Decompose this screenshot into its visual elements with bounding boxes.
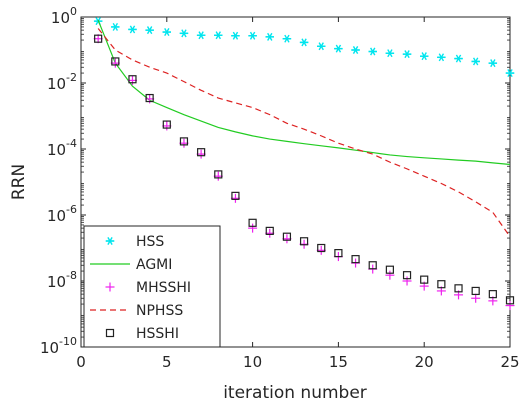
y-tick-label: 10-6 — [47, 203, 77, 225]
data-point — [488, 59, 498, 68]
data-point — [317, 42, 326, 51]
data-point — [317, 243, 326, 253]
legend-marker-sample — [105, 328, 115, 338]
data-point — [385, 49, 395, 58]
legend-label: NPHSS — [136, 303, 183, 319]
y-axis-title: RRN — [9, 164, 29, 200]
data-point — [385, 265, 394, 274]
data-point — [454, 284, 463, 293]
data-point — [145, 26, 154, 35]
legend-item: AGMI — [90, 257, 172, 273]
legend: HSS AGMI MHSSHI NPHSS HSSHI — [83, 225, 221, 348]
legend-marker-sample — [105, 237, 115, 245]
data-point — [214, 31, 223, 40]
data-point — [368, 47, 377, 56]
data-point — [334, 249, 343, 258]
x-tick-label: 20 — [415, 353, 434, 371]
x-tick-label: 5 — [162, 353, 172, 371]
data-point — [145, 93, 154, 103]
data-point — [351, 255, 360, 264]
data-point — [248, 218, 257, 227]
data-point — [162, 28, 171, 37]
data-point — [248, 223, 258, 233]
data-point — [299, 38, 309, 47]
legend-marker-sample — [105, 282, 115, 292]
y-tick-label: 10-8 — [47, 269, 77, 291]
series-hsshi — [94, 34, 515, 305]
data-point — [334, 44, 343, 53]
data-point — [196, 31, 206, 40]
data-point — [94, 34, 103, 43]
series-nphss — [97, 28, 511, 238]
legend-label: MHSSHI — [136, 280, 191, 296]
data-point — [385, 270, 395, 280]
legend-item: HSSHI — [105, 326, 179, 342]
data-point — [505, 69, 515, 78]
x-tick-label: 15 — [329, 353, 348, 371]
legend-label: AGMI — [136, 257, 172, 273]
data-point — [505, 301, 515, 311]
data-point — [505, 296, 515, 305]
data-point — [265, 32, 274, 41]
series-line — [97, 28, 511, 238]
legend-label: HSS — [136, 234, 164, 250]
x-tick-label: 0 — [76, 353, 86, 371]
data-point — [111, 57, 120, 66]
legend-item: NPHSS — [90, 303, 183, 319]
legend-item: MHSSHI — [105, 280, 191, 296]
data-point — [282, 34, 292, 43]
data-point — [162, 120, 171, 129]
data-point — [471, 286, 480, 296]
data-point — [214, 170, 223, 179]
data-point — [179, 137, 189, 146]
axis-ticks — [80, 16, 511, 348]
data-point — [402, 271, 412, 280]
data-point — [402, 276, 412, 286]
series-hss — [93, 17, 515, 78]
data-point — [179, 29, 189, 38]
data-point — [437, 280, 446, 289]
y-tick-label: 100 — [51, 5, 77, 27]
x-tick-label: 10 — [243, 353, 262, 371]
data-point — [299, 237, 309, 246]
series-agmi — [97, 19, 511, 166]
series-layer — [93, 17, 515, 311]
data-point — [368, 261, 377, 270]
legend-label: HSSHI — [136, 326, 179, 342]
data-point — [231, 31, 240, 40]
data-point — [265, 226, 274, 235]
x-tick-label: 25 — [500, 353, 519, 371]
data-point — [471, 57, 480, 66]
data-point — [420, 52, 429, 61]
x-axis-title: iteration number — [223, 383, 367, 403]
data-point — [197, 148, 206, 157]
data-point — [248, 31, 257, 40]
tick-labels: 0 5 10 15 20 25 10-10 10-8 10-6 10-4 10-2 100 — [40, 5, 520, 371]
data-point — [488, 290, 497, 299]
data-point — [231, 191, 240, 200]
y-tick-label: 10-4 — [47, 137, 77, 159]
data-point — [402, 50, 412, 59]
data-point — [128, 75, 137, 84]
y-tick-label: 10-2 — [47, 71, 77, 93]
data-point — [420, 275, 429, 284]
data-point — [128, 25, 137, 34]
legend-item: HSS — [105, 234, 164, 250]
data-point — [471, 293, 481, 303]
data-point — [282, 232, 292, 241]
y-tick-label: 10-10 — [40, 335, 77, 357]
data-point — [351, 46, 360, 54]
data-point — [111, 22, 120, 31]
series-line — [97, 19, 511, 166]
data-point — [454, 54, 463, 63]
data-point — [437, 53, 446, 62]
